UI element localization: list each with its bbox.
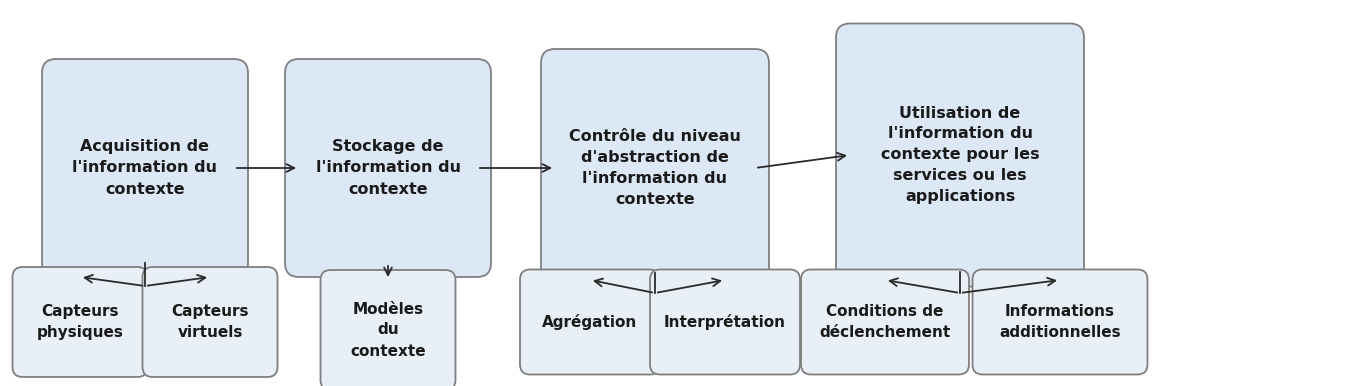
FancyBboxPatch shape <box>143 267 277 377</box>
Text: Interprétation: Interprétation <box>664 314 786 330</box>
Text: Capteurs
virtuels: Capteurs virtuels <box>171 304 248 340</box>
FancyBboxPatch shape <box>972 269 1148 374</box>
FancyBboxPatch shape <box>285 59 491 277</box>
FancyBboxPatch shape <box>836 24 1084 286</box>
FancyBboxPatch shape <box>321 270 455 386</box>
FancyBboxPatch shape <box>43 59 248 277</box>
Text: Conditions de
déclenchement: Conditions de déclenchement <box>820 304 950 340</box>
Text: Agrégation: Agrégation <box>543 314 638 330</box>
Text: Acquisition de
l'information du
contexte: Acquisition de l'information du contexte <box>73 139 218 196</box>
Text: Utilisation de
l'information du
contexte pour les
services ou les
applications: Utilisation de l'information du contexte… <box>880 105 1039 205</box>
Text: Contrôle du niveau
d'abstraction de
l'information du
contexte: Contrôle du niveau d'abstraction de l'in… <box>569 129 740 207</box>
Text: Informations
additionnelles: Informations additionnelles <box>999 304 1121 340</box>
FancyBboxPatch shape <box>12 267 148 377</box>
Text: Stockage de
l'information du
contexte: Stockage de l'information du contexte <box>315 139 461 196</box>
FancyBboxPatch shape <box>542 49 769 287</box>
FancyBboxPatch shape <box>520 269 659 374</box>
FancyBboxPatch shape <box>801 269 969 374</box>
Text: Capteurs
physiques: Capteurs physiques <box>37 304 123 340</box>
Text: Modèles
du
contexte: Modèles du contexte <box>350 301 426 359</box>
FancyBboxPatch shape <box>650 269 801 374</box>
